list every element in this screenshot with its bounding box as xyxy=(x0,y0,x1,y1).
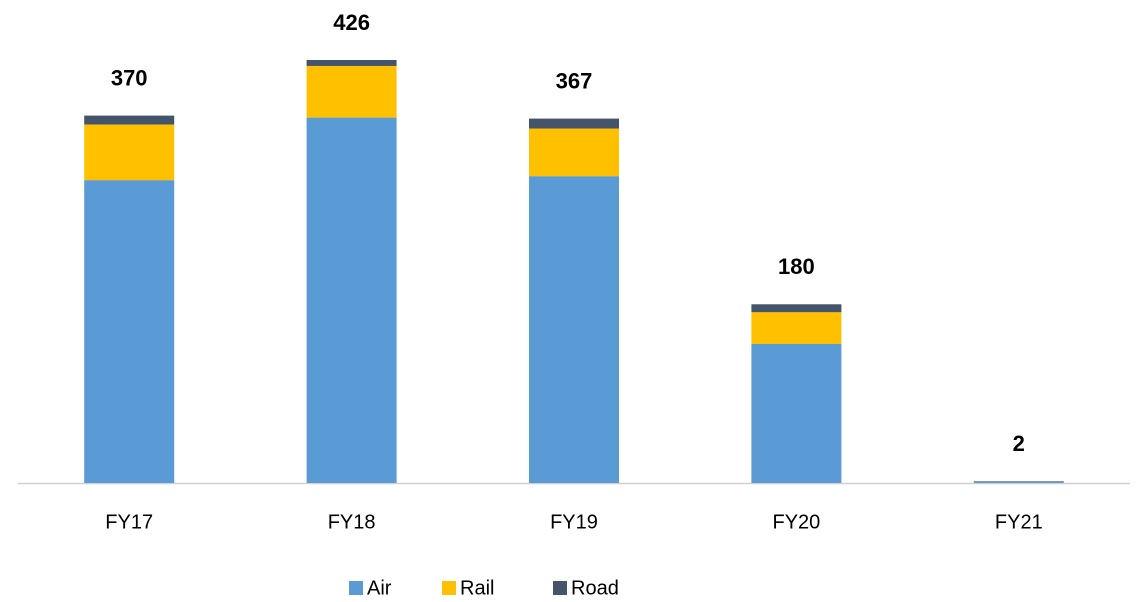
bar-segment xyxy=(751,343,842,483)
bar-segment xyxy=(529,176,619,483)
bar-segment xyxy=(529,128,619,177)
bar-segment xyxy=(84,115,175,125)
x-tick-label: FY18 xyxy=(328,511,376,533)
bar-segment xyxy=(306,60,397,66)
legend-label: Road xyxy=(571,577,619,599)
bar-segment xyxy=(973,481,1064,483)
bar-segment xyxy=(84,124,175,181)
bar-segment xyxy=(529,118,619,129)
total-label: 370 xyxy=(111,65,148,90)
bar-segment xyxy=(306,117,397,483)
x-tick-label: FY19 xyxy=(550,511,598,533)
total-label: 180 xyxy=(778,254,815,279)
legend-swatch xyxy=(349,581,363,595)
total-label: 2 xyxy=(1013,431,1025,456)
legend-swatch xyxy=(442,581,456,595)
total-label: 426 xyxy=(333,10,370,35)
x-tick-label: FY20 xyxy=(772,511,820,533)
legend-label: Air xyxy=(367,577,392,599)
x-tick-label: FY21 xyxy=(995,511,1043,533)
legend-swatch xyxy=(553,581,567,595)
legend-label: Rail xyxy=(460,577,494,599)
bar-segment xyxy=(84,180,175,483)
total-label: 367 xyxy=(556,68,593,93)
bar-segment xyxy=(306,65,397,118)
bar-segment xyxy=(751,312,842,344)
bar-segment xyxy=(751,304,842,313)
x-tick-label: FY17 xyxy=(105,511,153,533)
